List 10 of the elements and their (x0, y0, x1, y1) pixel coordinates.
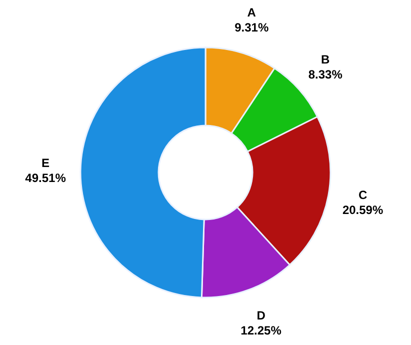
slice-label: D (256, 308, 266, 323)
data-label: 20.59% (342, 202, 384, 217)
data-label: 9.31% (234, 20, 269, 34)
slice-label: B (321, 52, 330, 67)
slice-label: C (358, 188, 368, 202)
slice-label: E (42, 156, 50, 170)
data-label: 49.51% (25, 171, 66, 186)
slice-label: A (247, 5, 256, 20)
data-label: 8.33% (308, 68, 343, 82)
data-label: 12.25% (240, 324, 282, 338)
